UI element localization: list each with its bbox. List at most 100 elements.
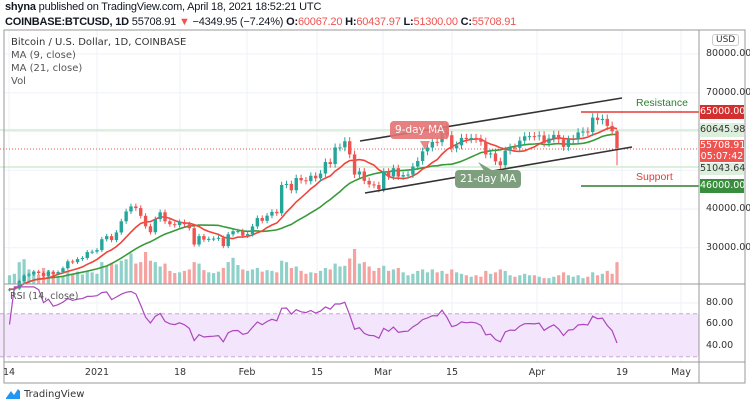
candle-body xyxy=(284,183,289,185)
volume-bar xyxy=(318,270,323,284)
volume-bar xyxy=(615,262,619,284)
candle-body xyxy=(493,153,498,162)
candle-body xyxy=(17,281,21,289)
volume-bar xyxy=(391,269,396,284)
candle-body xyxy=(498,161,503,166)
volume-bar xyxy=(605,270,609,284)
volume-bar xyxy=(348,258,352,284)
candle-body xyxy=(571,138,575,140)
volume-bar xyxy=(289,267,293,284)
volume-bar xyxy=(100,262,104,284)
volume-bar xyxy=(139,262,143,284)
legend-vol[interactable]: Vol xyxy=(11,76,26,87)
candle-body xyxy=(425,147,430,152)
candle-body xyxy=(294,178,298,191)
volume-bar xyxy=(105,265,109,284)
bar-countdown: 05:07:42 xyxy=(700,151,744,162)
candle-body xyxy=(75,259,80,263)
candle-body xyxy=(41,273,46,276)
upper-level-price-tag: 60645.98 xyxy=(700,123,746,137)
volume-bar xyxy=(557,275,561,284)
candle-body xyxy=(377,185,381,190)
ma9-line[interactable] xyxy=(9,126,618,291)
volume-bar xyxy=(163,263,167,284)
candle-body xyxy=(527,136,532,138)
volume-bar xyxy=(148,260,153,284)
legend-ma21[interactable]: MA (21, close) xyxy=(11,63,83,74)
volume-bar xyxy=(396,267,400,284)
volume-bar xyxy=(406,275,410,284)
candle-body xyxy=(158,212,162,220)
candle-body xyxy=(211,238,216,240)
volume-bar xyxy=(80,274,84,284)
candle-body xyxy=(153,219,157,233)
candle-body xyxy=(36,271,41,274)
candle-body xyxy=(367,180,371,185)
legend-ma9[interactable]: MA (9, close) xyxy=(11,50,76,61)
volume-bar xyxy=(119,260,123,284)
volume-bar xyxy=(527,275,532,284)
rsi-title[interactable]: RSI (14, close) xyxy=(10,291,79,302)
volume-bar xyxy=(571,276,575,284)
candle-body xyxy=(163,212,167,222)
candle-body xyxy=(348,141,352,155)
close-value: 55708.91 xyxy=(471,16,517,28)
tradingview-logo[interactable]: TradingView xyxy=(5,388,84,400)
date-tick: 19 xyxy=(615,367,629,378)
date-tick: 18 xyxy=(173,367,187,378)
volume-bar xyxy=(411,273,415,284)
last-price: 55708.91 xyxy=(131,16,177,28)
volume-bar xyxy=(246,270,250,284)
rsi-tick: 80.00 xyxy=(706,297,734,308)
volume-bar xyxy=(450,269,454,284)
price-tick: 40000.00 xyxy=(706,203,750,214)
candle-body xyxy=(469,137,473,140)
author[interactable]: shyna xyxy=(5,1,36,13)
candle-body xyxy=(518,140,522,148)
volume-bar xyxy=(124,259,128,284)
volume-bar xyxy=(508,275,512,284)
chart-legend: Bitcoin / U.S. Dollar, 1D, COINBASE MA (… xyxy=(11,36,186,88)
volume-bar xyxy=(250,269,255,284)
candle-body xyxy=(386,171,391,177)
candle-body xyxy=(547,138,551,143)
volume-bar xyxy=(352,249,357,284)
candle-body xyxy=(561,139,566,147)
candle-body xyxy=(605,118,609,126)
volume-bar xyxy=(143,251,148,284)
candle-body xyxy=(411,166,415,175)
low-label: L: xyxy=(403,16,414,28)
candle-body xyxy=(46,271,51,276)
volume-bar xyxy=(75,271,80,284)
candle-body xyxy=(508,147,512,151)
candle-body xyxy=(459,137,464,146)
candle-body xyxy=(245,234,250,236)
volume-bar xyxy=(304,273,308,284)
volume-bar xyxy=(323,267,327,284)
volume-bar xyxy=(314,273,318,284)
resistance-label[interactable]: Resistance xyxy=(636,97,688,109)
grid xyxy=(4,30,699,362)
volume-bar xyxy=(338,266,342,284)
volume-bar xyxy=(440,270,444,284)
volume-bar xyxy=(474,275,478,284)
support-label[interactable]: Support xyxy=(636,171,673,183)
currency-button[interactable]: USD xyxy=(712,34,740,46)
volume-bar xyxy=(595,275,600,284)
volume-bar xyxy=(523,273,527,284)
rsi-line xyxy=(8,286,618,344)
ma21-line[interactable] xyxy=(9,133,618,291)
candle-body xyxy=(95,250,99,252)
candle-body xyxy=(313,175,318,179)
ma9-callout[interactable]: 9-day MA xyxy=(390,121,450,139)
volume-bar xyxy=(187,269,191,284)
candle-body xyxy=(513,147,517,149)
volume-bar xyxy=(532,275,536,284)
price-tick: 30000.00 xyxy=(706,242,750,253)
volume-bar xyxy=(90,272,94,284)
date-tick: 2021 xyxy=(84,367,110,378)
volume-bar xyxy=(484,270,488,284)
volume-bar xyxy=(12,273,16,284)
ma21-callout[interactable]: 21-day MA xyxy=(455,170,522,188)
